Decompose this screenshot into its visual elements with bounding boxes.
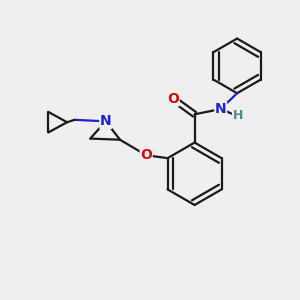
Text: H: H — [232, 109, 243, 122]
Text: O: O — [140, 148, 152, 162]
Text: N: N — [100, 114, 112, 128]
Text: N: N — [215, 102, 226, 116]
Text: O: O — [167, 92, 179, 106]
